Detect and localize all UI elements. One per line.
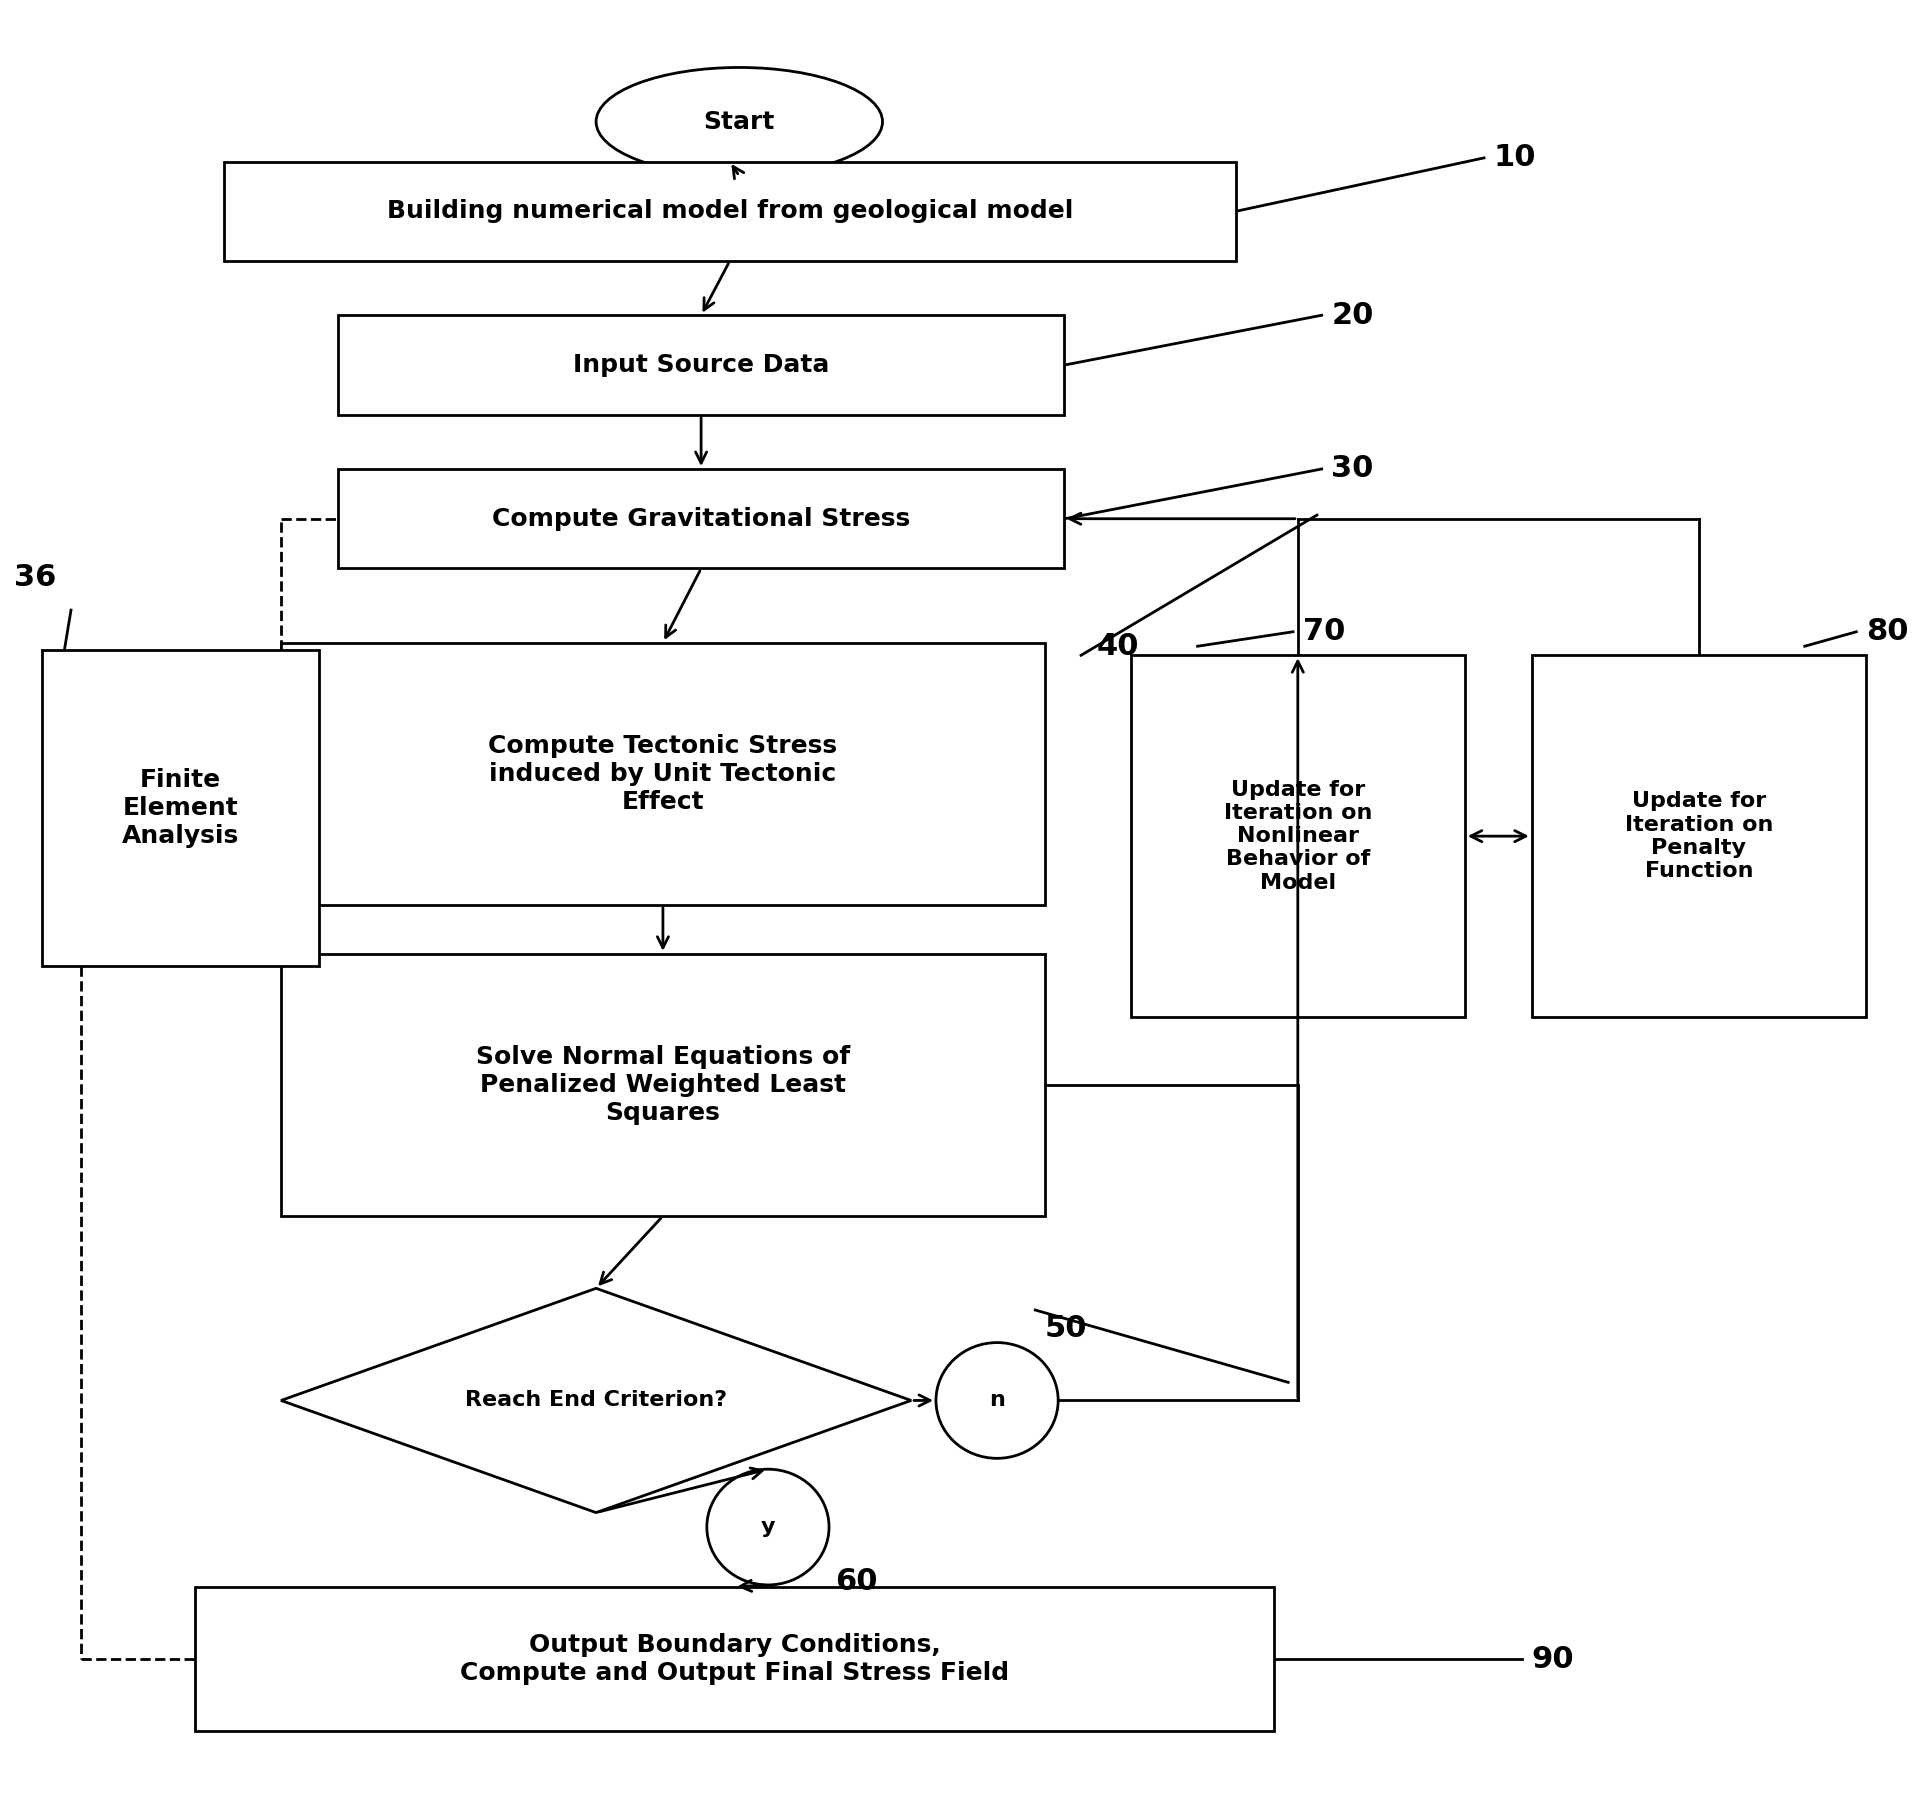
Text: Update for
Iteration on
Penalty
Function: Update for Iteration on Penalty Function	[1625, 792, 1773, 881]
FancyBboxPatch shape	[223, 162, 1236, 262]
Text: Compute Gravitational Stress: Compute Gravitational Stress	[492, 507, 910, 531]
FancyBboxPatch shape	[338, 316, 1063, 414]
Text: 10: 10	[1494, 144, 1536, 173]
Text: n: n	[988, 1390, 1006, 1410]
FancyBboxPatch shape	[1131, 656, 1465, 1018]
Text: Finite
Element
Analysis: Finite Element Analysis	[123, 769, 238, 849]
Text: Output Boundary Conditions,
Compute and Output Final Stress Field: Output Boundary Conditions, Compute and …	[460, 1633, 1010, 1684]
FancyBboxPatch shape	[281, 643, 1044, 905]
Text: Building numerical model from geological model: Building numerical model from geological…	[387, 200, 1073, 223]
Text: Compute Tectonic Stress
induced by Unit Tectonic
Effect: Compute Tectonic Stress induced by Unit …	[488, 734, 838, 814]
Text: 40: 40	[1096, 632, 1138, 661]
Circle shape	[708, 1470, 829, 1584]
Text: 70: 70	[1302, 618, 1344, 647]
FancyBboxPatch shape	[338, 469, 1063, 569]
Text: Input Source Data: Input Source Data	[573, 352, 829, 376]
Text: 20: 20	[1331, 302, 1373, 329]
Text: 90: 90	[1533, 1644, 1575, 1673]
FancyBboxPatch shape	[1533, 656, 1865, 1018]
Text: Solve Normal Equations of
Penalized Weighted Least
Squares: Solve Normal Equations of Penalized Weig…	[475, 1045, 850, 1125]
Circle shape	[937, 1343, 1058, 1459]
Text: 60: 60	[835, 1566, 877, 1595]
Text: 80: 80	[1865, 618, 1908, 647]
Text: Update for
Iteration on
Nonlinear
Behavior of
Model: Update for Iteration on Nonlinear Behavi…	[1223, 779, 1371, 892]
Text: Reach End Criterion?: Reach End Criterion?	[465, 1390, 727, 1410]
Text: y: y	[762, 1517, 775, 1537]
FancyBboxPatch shape	[281, 954, 1044, 1216]
Text: 36: 36	[13, 563, 56, 592]
Polygon shape	[281, 1288, 912, 1512]
FancyBboxPatch shape	[42, 650, 319, 967]
FancyBboxPatch shape	[194, 1586, 1273, 1732]
Text: 50: 50	[1044, 1314, 1086, 1343]
Text: Start: Start	[704, 109, 775, 134]
Text: 30: 30	[1331, 454, 1373, 483]
Ellipse shape	[596, 67, 883, 176]
